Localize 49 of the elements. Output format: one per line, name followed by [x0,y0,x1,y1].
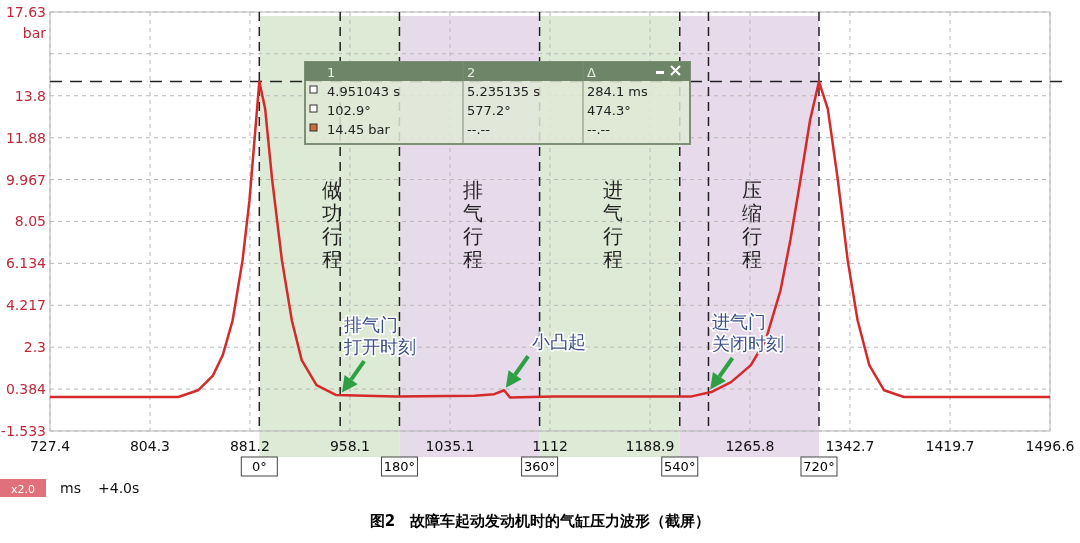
annotation: 474.3° [587,103,631,118]
text: +4.0s [98,480,140,496]
y-tick-label: 17.63 [5,4,46,20]
text: 720° [803,459,835,474]
annotation: 284.1 ms [587,84,649,99]
band-label: 做功行程 [322,178,343,271]
annotation: 5.235135 s [467,84,541,99]
text: 0° [251,459,267,474]
x-axis-title: ms [60,480,81,496]
band-label: 进气行程 [602,178,623,271]
band-label: 排气行程 [462,178,483,271]
annotation: 小凸起 [532,331,587,353]
x-tick-label: 727.4 [29,438,71,454]
annotation: 2 [467,65,476,80]
y-tick-label: 13.8 [14,87,46,104]
y-tick-label: 6.134 [5,255,47,272]
annotation: 14.45 bar [327,122,391,137]
x-tick-label: 958.1 [329,438,370,454]
y-tick-label: 2.3 [23,339,46,356]
y-axis-title: bar [22,25,47,41]
text: 360° [523,459,556,474]
x-tick-label: 804.3 [129,438,171,454]
x-tick-label: 1188.9 [625,438,675,454]
y-tick-label: 4.217 [5,297,46,314]
x-tick-label: 1496.6 [1025,438,1075,454]
x-tick-label: 1265.8 [725,438,775,454]
y-tick-label: 9.967 [5,171,46,188]
x-tick-label: 1342.7 [825,438,875,454]
annotation: 4.951043 s [327,84,401,99]
text: 180° [383,459,416,474]
x-tick-label: 1112 [532,438,568,454]
annotation: --.-- [467,122,491,137]
annotation: 577.2° [467,103,511,118]
y-tick-label: 11.88 [5,129,46,146]
annotation: --.-- [587,122,611,137]
band-label: 压缩行程 [742,178,763,271]
text: 540° [664,459,696,474]
x-tick-label: 1419.7 [925,438,975,454]
annotation: 102.9° [327,103,371,118]
y-tick-label: 8.05 [14,213,46,230]
annotation: Δ [587,65,596,80]
x-tick-label: 1035.1 [425,438,475,454]
annotation: 1 [327,65,336,80]
text: x2.0 [10,483,36,496]
text: 图2 故障车起动发动机时的气缸压力波形（截屏） [369,512,711,530]
line-series [48,80,1052,399]
x-tick-label: 881.2 [229,438,270,454]
y-tick-label: -1.533 [0,423,46,439]
y-tick-label: 0.384 [5,381,47,398]
